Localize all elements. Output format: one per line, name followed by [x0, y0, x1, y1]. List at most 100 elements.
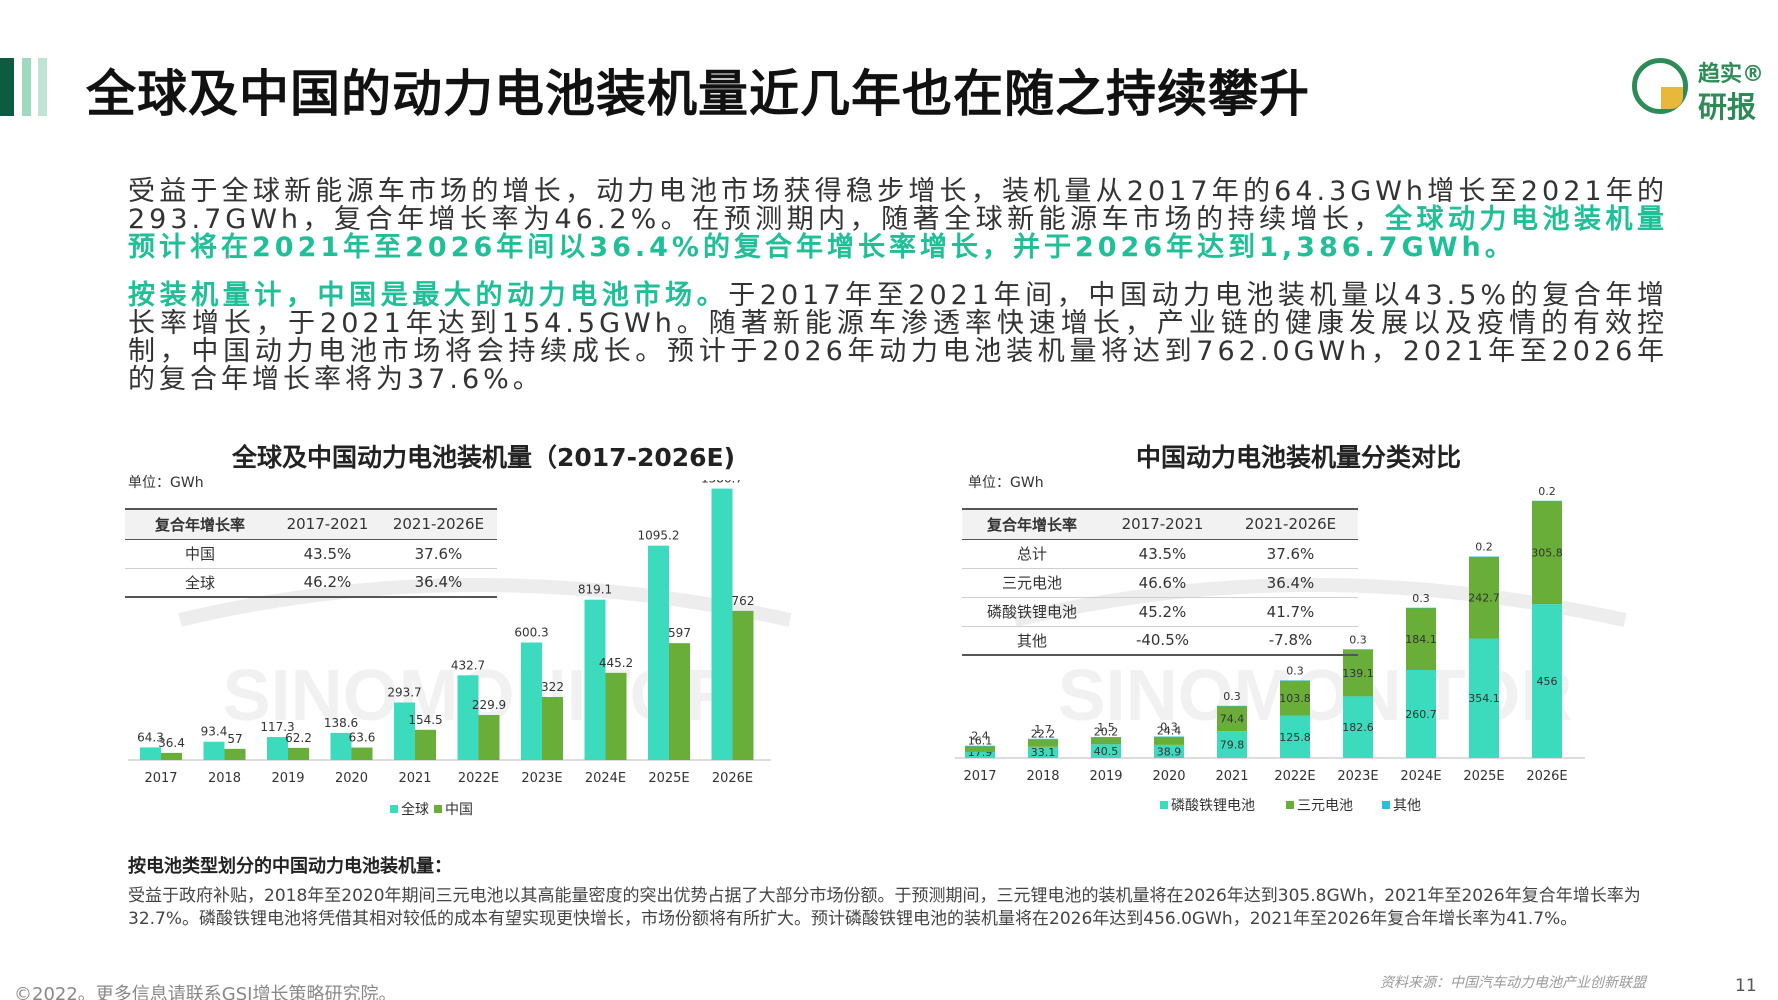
- data-label: 600.3: [514, 626, 548, 640]
- data-label: 22.2: [1031, 727, 1056, 740]
- stack-segment-0: [1217, 731, 1247, 758]
- data-label: 16.1: [968, 735, 993, 748]
- data-label: 305.8: [1531, 546, 1563, 559]
- bar-china: [669, 643, 690, 760]
- legend-label: 其他: [1393, 798, 1421, 814]
- stack-segment-2: [1469, 556, 1499, 558]
- paragraph-china-text: 于2017年至2021年间，中国动力电池装机量以43.5%的复合年增长率增长，于…: [128, 280, 1668, 395]
- x-tick-label: 2023E: [1337, 769, 1378, 784]
- left-chart-unit: 单位：GWh: [128, 475, 204, 491]
- right-table-row: 三元电池 46.6% 36.4%: [962, 568, 1358, 598]
- data-label: 293.7: [387, 686, 421, 700]
- bar-china: [478, 715, 500, 760]
- stack-segment-2: [1532, 500, 1562, 502]
- x-tick-label: 2022E: [1274, 769, 1315, 784]
- data-label: 456: [1537, 675, 1558, 688]
- logo-line1: 趋实®: [1698, 62, 1765, 87]
- left-table-cell: 36.4%: [379, 568, 497, 598]
- stack-segment-1: [1343, 649, 1373, 697]
- right-table-cell: -7.8%: [1222, 626, 1358, 656]
- stack-segment-0: [1091, 744, 1121, 758]
- data-label: 1.5: [1097, 721, 1115, 734]
- legend-swatch-2: [1382, 801, 1390, 809]
- x-tick-label: 2026E: [712, 771, 753, 786]
- bar-global: [267, 737, 288, 760]
- data-label: 354.1: [1468, 692, 1500, 705]
- x-tick-label: 2020: [1152, 769, 1185, 784]
- x-tick-label: 2021: [1215, 769, 1248, 784]
- left-cagr-table: 复合年增长率 2017-2021 2021-2026E 中国 43.5% 37.…: [125, 508, 497, 598]
- right-table-row: 磷酸铁锂电池 45.2% 41.7%: [962, 597, 1358, 627]
- stack-segment-0: [965, 751, 995, 758]
- bar-global: [457, 675, 479, 760]
- left-table-cell: 43.5%: [275, 539, 380, 569]
- left-table-cell: 46.2%: [275, 568, 380, 598]
- x-tick-label: 2020: [335, 771, 368, 786]
- right-table-cell: 43.5%: [1102, 539, 1223, 569]
- data-label: 1095.2: [638, 529, 680, 543]
- left-table-row: 中国 43.5% 37.6%: [125, 539, 497, 569]
- data-label: 184.1: [1405, 633, 1437, 646]
- left-table-header-0: 复合年增长率: [125, 508, 275, 540]
- data-label: 597: [668, 626, 691, 640]
- right-chart-unit: 单位：GWh: [968, 475, 1044, 491]
- bar-china: [224, 748, 246, 760]
- data-label: 93.4: [201, 725, 228, 739]
- right-table-header-0: 复合年增长率: [962, 508, 1102, 540]
- stack-segment-0: [1532, 604, 1562, 758]
- data-label: 62.2: [285, 731, 312, 745]
- battery-type-paragraph: 受益于政府补贴，2018年至2020年期间三元电池以其高能量密度的突出优势占据了…: [128, 886, 1641, 929]
- x-tick-label: 2017: [963, 769, 996, 784]
- right-table-cell: 磷酸铁锂电池: [962, 597, 1102, 627]
- bar-china: [542, 696, 563, 760]
- stack-segment-0: [1028, 746, 1058, 758]
- data-label: 57: [227, 732, 242, 746]
- stack-segment-2: [1154, 736, 1184, 738]
- right-table-cell: 三元电池: [962, 568, 1102, 598]
- x-tick-label: 2019: [271, 771, 304, 786]
- bar-global: [203, 741, 225, 760]
- right-table-cell: 45.2%: [1102, 597, 1223, 627]
- bar-china: [732, 610, 754, 760]
- stack-segment-2: [965, 745, 995, 747]
- logo-line2: 研报: [1698, 90, 1757, 124]
- right-table-row: 其他 -40.5% -7.8%: [962, 626, 1358, 656]
- x-tick-label: 2025E: [1463, 769, 1504, 784]
- data-label: 762: [732, 594, 755, 608]
- stack-segment-2: [1217, 705, 1247, 707]
- bar-global: [711, 488, 733, 760]
- data-label: 125.8: [1279, 731, 1311, 744]
- stack-segment-0: [1343, 696, 1373, 758]
- stack-segment-2: [1406, 607, 1436, 609]
- stack-segment-1: [1280, 680, 1310, 716]
- accent-bar-3: [38, 58, 47, 116]
- data-label: 63.6: [349, 731, 376, 745]
- legend-label: 全球: [401, 801, 429, 818]
- x-tick-label: 2023E: [521, 771, 562, 786]
- x-tick-label: 2025E: [648, 771, 689, 786]
- bar-global: [648, 545, 669, 760]
- left-table-cell: 中国: [125, 539, 275, 569]
- stack-segment-2: [1280, 680, 1310, 681]
- data-label: 1386.7: [701, 480, 743, 486]
- page-number: 11: [1735, 976, 1757, 996]
- bar-china: [605, 672, 627, 760]
- legend-swatch-1: [1286, 801, 1294, 809]
- right-chart-title: 中国动力电池装机量分类对比: [1136, 443, 1462, 472]
- right-table-header-2: 2021-2026E: [1222, 508, 1358, 540]
- right-cagr-table: 复合年增长率 2017-2021 2021-2026E 总计 43.5% 37.…: [962, 508, 1358, 656]
- page-title: 全球及中国的动力电池装机量近几年也在随之持续攀升: [86, 65, 1310, 123]
- left-chart-title: 全球及中国动力电池装机量（2017-2026E): [232, 443, 736, 472]
- bar-china: [288, 747, 309, 760]
- legend-label: 中国: [445, 802, 473, 818]
- stack-segment-0: [1154, 744, 1184, 758]
- data-label: 79.8: [1220, 739, 1245, 752]
- data-label: 242.7: [1468, 592, 1500, 605]
- bar-global: [330, 732, 352, 760]
- data-label: 819.1: [578, 583, 612, 597]
- data-label: 2.4: [971, 730, 989, 743]
- data-label: 64.3: [137, 730, 164, 744]
- copyright-footer: ©2022。更多信息请联系GSI增长策略研究院。: [14, 984, 397, 1000]
- bar-china: [415, 729, 436, 760]
- bar-global: [584, 599, 606, 760]
